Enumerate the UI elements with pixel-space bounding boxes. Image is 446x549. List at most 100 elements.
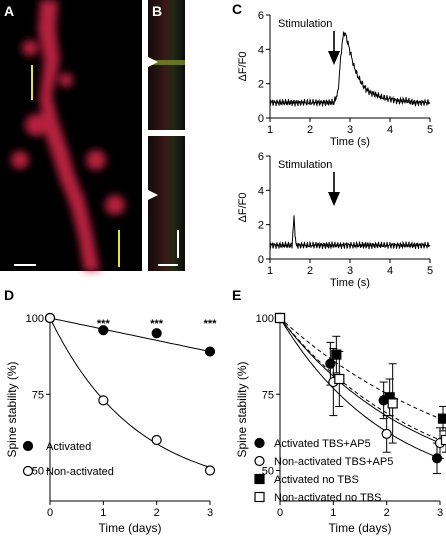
panel-e-label: E: [232, 287, 241, 303]
significance-marker: ***: [150, 318, 164, 330]
non-activated-point: [44, 312, 56, 324]
stimulus-arrowhead-bottom: [148, 190, 158, 200]
x-tick-label: 1: [330, 507, 336, 519]
legend-label: Activated TBS+AP5: [274, 438, 371, 450]
non-activated-point: [151, 434, 162, 446]
legend-marker: [22, 465, 34, 477]
x-tick-label: 4: [387, 265, 393, 277]
data-point: [381, 428, 392, 439]
fit-curve: [279, 317, 441, 459]
y-tick-label: 6: [258, 151, 264, 163]
y-tick-label: 0: [258, 254, 264, 266]
x-tick-label: 0: [47, 507, 53, 519]
y-axis-label: Spine stability (%): [235, 361, 249, 457]
chart-d: D 0 1 2 3 50 75 100 Spine stability (%) Time (day…: [4, 287, 217, 535]
y-tick-label: 100: [26, 313, 44, 325]
fit-curve-activated: [49, 317, 211, 352]
legend-marker: [254, 437, 265, 449]
x-tick-label: 5: [427, 124, 433, 136]
y-tick-label: 75: [32, 389, 44, 401]
panel-d-label: D: [4, 287, 14, 303]
legend-marker: [22, 440, 34, 452]
panel-b-label: B: [152, 3, 162, 19]
data-point: [334, 373, 345, 385]
data-point: [274, 312, 286, 324]
x-tick-label: 4: [387, 124, 393, 136]
data-point: [331, 349, 342, 360]
x-tick-label: 2: [154, 507, 160, 519]
legend-label: Non-activated: [46, 466, 114, 478]
panel-b: B: [148, 0, 185, 271]
activated-point: [98, 325, 109, 336]
x-tick-label: 0: [277, 507, 283, 519]
y-axis-label: ΔF/F0: [237, 193, 249, 223]
x-tick-label: 1: [100, 507, 106, 519]
x-tick-label: 3: [207, 507, 213, 519]
y-tick-label: 4: [258, 185, 264, 197]
y-tick-label: 0: [258, 113, 264, 125]
fit-curve-non-activated: [49, 317, 211, 468]
legend-label: Non-activated no TBS: [274, 492, 381, 504]
y-tick-label: 2: [258, 220, 264, 232]
panel-a-label: A: [4, 3, 14, 19]
panel-c-label: C: [232, 1, 242, 17]
x-tick-label: 1: [267, 124, 273, 136]
chart-c-top: C 1 2 3 4 5 0 2 4 6 ΔF/F0 Time (s) Stimulation: [232, 1, 433, 148]
y-axis-label: ΔF/F0: [237, 52, 249, 82]
fit-curve: [279, 317, 441, 420]
trace-line: [269, 30, 431, 108]
stimulation-arrowhead: [328, 192, 340, 206]
spine-marker-0-label: 0: [121, 220, 127, 232]
non-activated-point: [98, 395, 109, 406]
y-tick-label: 6: [258, 10, 264, 22]
x-tick-label: 3: [437, 507, 443, 519]
fit-curve: [279, 317, 441, 444]
x-axis-label: Time (s): [330, 136, 370, 148]
non-activated-point: [204, 465, 216, 476]
data-point: [437, 413, 446, 424]
x-tick-label: 2: [384, 507, 390, 519]
stimulation-label: Stimulation: [278, 159, 332, 171]
significance-marker: ***: [204, 318, 218, 330]
legend-marker: [254, 491, 265, 503]
x-tick-label: 1: [267, 265, 273, 277]
data-point: [440, 434, 446, 446]
stimulation-label: Stimulation: [278, 18, 332, 30]
x-tick-label: 3: [347, 124, 353, 136]
y-tick-label: 50: [262, 466, 274, 478]
chart-e: E 0 1 2 3 50 75 100 Spine stability (%) Time (day…: [232, 287, 446, 535]
x-tick-label: 2: [307, 124, 313, 136]
x-axis-label: Time (days): [99, 521, 162, 535]
spine-marker-1-label: 1: [16, 57, 22, 69]
x-tick-label: 3: [347, 265, 353, 277]
panel-a: 1 0 A: [0, 0, 142, 271]
x-tick-label: 5: [427, 265, 433, 277]
stimulus-arrowhead-top: [148, 57, 158, 67]
y-tick-label: 4: [258, 44, 264, 56]
y-tick-label: 2: [258, 79, 264, 91]
activated-point: [151, 328, 162, 339]
y-tick-label: 50: [32, 466, 44, 478]
legend-label: Activated: [46, 441, 91, 453]
x-axis-label: Time (days): [329, 521, 392, 535]
chart-c-bottom: 1 2 3 4 5 0 2 4 6 ΔF/F0 Time (s) Stimulation: [237, 151, 433, 289]
data-point: [387, 398, 398, 409]
dendrite-image: [11, 0, 125, 271]
y-tick-label: 100: [256, 313, 274, 325]
x-axis-label: Time (s): [330, 277, 370, 289]
legend-label: Activated no TBS: [274, 474, 359, 486]
linescan-bottom: [148, 136, 185, 271]
data-point: [325, 358, 336, 369]
activated-point: [204, 346, 216, 357]
y-axis-label: Spine stability (%): [5, 361, 19, 457]
legend-marker: [254, 455, 265, 467]
stimulation-arrowhead: [328, 51, 340, 65]
trace-line: [269, 215, 431, 250]
significance-marker: ***: [97, 318, 111, 330]
x-tick-label: 2: [307, 265, 313, 277]
fit-curve: [279, 317, 441, 441]
linescan-top-signal: [148, 60, 185, 65]
y-tick-label: 75: [262, 389, 274, 401]
legend-marker: [254, 473, 265, 485]
